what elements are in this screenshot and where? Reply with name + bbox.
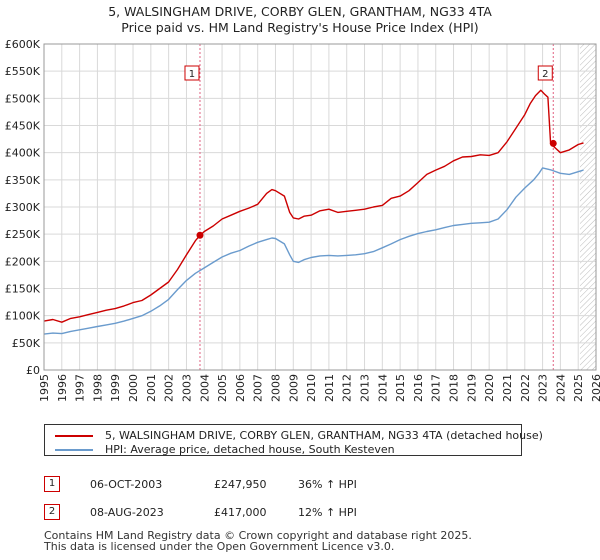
x-tick-label: 1996	[56, 374, 69, 402]
footer-copyright: Contains HM Land Registry data © Crown c…	[44, 529, 472, 542]
x-tick-label: 2020	[483, 374, 496, 402]
sale-price: £247,950	[214, 478, 267, 491]
x-tick-label: 2011	[323, 374, 336, 402]
y-tick-label: £600K	[5, 38, 41, 51]
sale-hpi-change: 12% ↑ HPI	[298, 506, 357, 519]
sale-price: £417,000	[214, 506, 267, 519]
title-subtitle: Price paid vs. HM Land Registry's House …	[121, 20, 479, 35]
x-tick-label: 2018	[448, 374, 461, 402]
x-tick-label: 2024	[554, 374, 567, 402]
x-tick-label: 1998	[91, 374, 104, 402]
y-tick-label: £500K	[5, 92, 41, 105]
x-tick-label: 2025	[572, 374, 585, 402]
attribution-footer: Contains HM Land Registry data © Crown c…	[44, 530, 472, 552]
sale-label: 1	[189, 69, 195, 80]
title-address: 5, WALSINGHAM DRIVE, CORBY GLEN, GRANTHA…	[108, 4, 492, 19]
x-tick-label: 1995	[38, 374, 51, 402]
x-tick-label: 2023	[537, 374, 550, 402]
x-tick-label: 2009	[287, 374, 300, 402]
sale-row: 2 08-AUG-2023 £417,000 12% ↑ HPI	[44, 504, 484, 522]
x-tick-label: 2001	[145, 374, 158, 402]
legend-label-hpi: HPI: Average price, detached house, Sout…	[105, 443, 395, 456]
y-tick-label: £550K	[5, 65, 41, 78]
x-tick-label: 2019	[465, 374, 478, 402]
x-tick-label: 2006	[234, 374, 247, 402]
hpi-series-line	[43, 167, 584, 335]
x-tick-label: 2010	[305, 374, 318, 402]
sale-row: 1 06-OCT-2003 £247,950 36% ↑ HPI	[44, 476, 484, 494]
x-tick-label: 2008	[269, 374, 282, 402]
y-tick-label: £200K	[5, 255, 41, 268]
sale-label-box	[184, 65, 200, 81]
x-tick-label: 2003	[180, 374, 193, 402]
sale-point	[549, 139, 557, 147]
sale-number-badge: 1	[44, 476, 60, 492]
legend-line-hpi	[55, 448, 93, 451]
sale-date: 06-OCT-2003	[90, 478, 163, 491]
x-tick-label: 2002	[163, 374, 176, 402]
legend-label-property: 5, WALSINGHAM DRIVE, CORBY GLEN, GRANTHA…	[105, 429, 543, 442]
sale-number-badge: 2	[44, 504, 60, 520]
property-series-line	[43, 89, 584, 323]
x-tick-label: 2004	[198, 374, 211, 402]
price-chart: £0 £50K £100K £150K £200K £250K £300K £350K £400…	[5, 38, 600, 402]
x-tick-label: 2014	[376, 374, 389, 402]
x-tick-label: 2000	[127, 374, 140, 402]
sale-hpi-change: 36% ↑ HPI	[298, 478, 357, 491]
y-tick-label: £350K	[5, 174, 41, 187]
plot-frame	[43, 43, 597, 371]
y-tick-label: £300K	[5, 201, 41, 214]
chart-legend: 5, WALSINGHAM DRIVE, CORBY GLEN, GRANTHA…	[44, 424, 543, 457]
footer-licence: This data is licensed under the Open Gov…	[44, 540, 395, 553]
x-tick-label: 2007	[252, 374, 265, 402]
sale-point	[196, 231, 204, 239]
x-tick-label: 2013	[359, 374, 372, 402]
y-tick-label: £450K	[5, 120, 41, 133]
sale-label-box	[537, 65, 553, 81]
x-tick-label: 2021	[501, 374, 514, 402]
legend-line-property	[55, 434, 93, 437]
x-tick-label: 2022	[519, 374, 532, 402]
x-tick-label: 1997	[74, 374, 87, 402]
y-tick-label: £150K	[5, 283, 41, 296]
chart-title: 5, WALSINGHAM DRIVE, CORBY GLEN, GRANTHA…	[0, 4, 600, 36]
x-tick-label: 2017	[430, 374, 443, 402]
legend-item-property: 5, WALSINGHAM DRIVE, CORBY GLEN, GRANTHA…	[55, 428, 543, 443]
legend-item-hpi: HPI: Average price, detached house, Sout…	[55, 442, 395, 457]
x-tick-label: 1999	[109, 374, 122, 402]
x-tick-label: 2012	[341, 374, 354, 402]
y-tick-label: £50K	[12, 337, 41, 350]
sale-label: 2	[542, 69, 548, 80]
y-tick-label: £100K	[5, 310, 41, 323]
x-tick-label: 2005	[216, 374, 229, 402]
x-tick-label: 2026	[590, 374, 600, 402]
y-tick-label: £250K	[5, 228, 41, 241]
y-tick-label: £400K	[5, 147, 41, 160]
sale-date: 08-AUG-2023	[90, 506, 164, 519]
x-tick-label: 2016	[412, 374, 425, 402]
y-tick-label: £0	[26, 364, 40, 377]
x-tick-label: 2015	[394, 374, 407, 402]
